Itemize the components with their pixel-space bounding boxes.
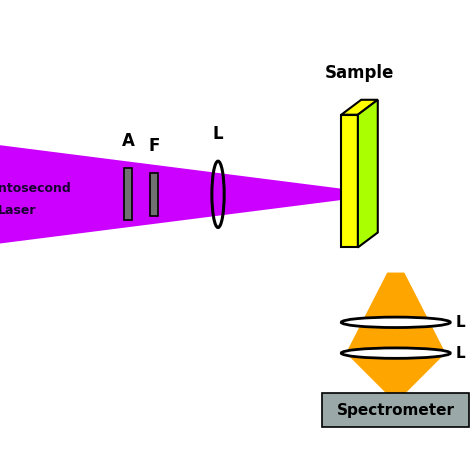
Text: L: L <box>456 346 465 361</box>
Ellipse shape <box>341 317 450 328</box>
Text: L: L <box>213 125 223 143</box>
Text: Spectrometer: Spectrometer <box>337 402 455 418</box>
Polygon shape <box>0 145 341 244</box>
FancyBboxPatch shape <box>341 115 358 247</box>
Text: A: A <box>121 132 135 150</box>
Text: Laser: Laser <box>0 204 36 218</box>
Polygon shape <box>358 100 378 247</box>
Ellipse shape <box>341 348 450 358</box>
Text: ntosecond: ntosecond <box>0 182 70 195</box>
Polygon shape <box>341 100 378 115</box>
Text: Sample: Sample <box>325 64 394 82</box>
Text: L: L <box>456 315 465 330</box>
FancyBboxPatch shape <box>150 173 158 216</box>
Polygon shape <box>346 273 446 353</box>
FancyBboxPatch shape <box>124 168 132 220</box>
Polygon shape <box>346 353 446 403</box>
FancyBboxPatch shape <box>322 393 469 427</box>
Text: F: F <box>148 137 160 155</box>
